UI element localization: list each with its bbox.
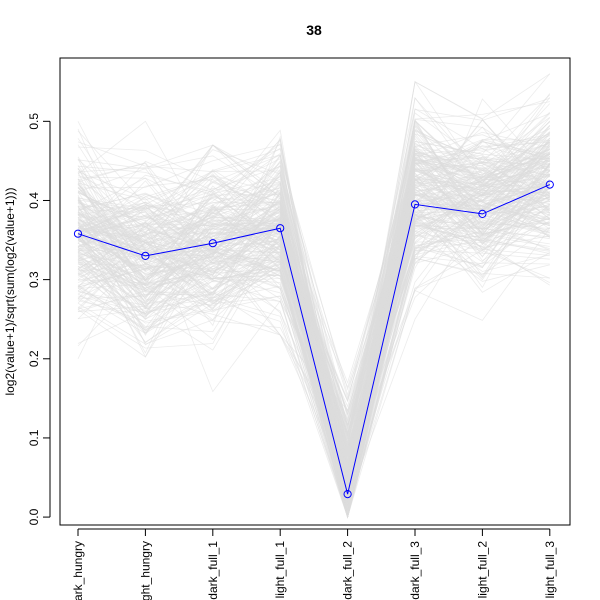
- background-line: [77, 143, 551, 458]
- background-line: [77, 113, 551, 427]
- highlight-point: [208, 239, 217, 248]
- x-tick-label: dark_full_3: [408, 541, 422, 600]
- background-line: [77, 170, 550, 454]
- x-tick-label: dark_full_2: [341, 541, 355, 600]
- background-line: [77, 93, 551, 397]
- x-tick-label: dark_hungry: [71, 541, 85, 600]
- y-tick-label: 0.4: [27, 192, 41, 209]
- background-line: [77, 214, 550, 519]
- highlight-point: [141, 251, 150, 260]
- x-tick-label: light_full_3: [543, 541, 557, 599]
- background-line: [77, 124, 551, 446]
- background-line: [77, 157, 550, 424]
- background-line: [77, 188, 550, 471]
- x-axis: dark_hungry light_hungry dark_full_1 light_…: [71, 528, 557, 600]
- background-line: [77, 119, 551, 463]
- y-tick-label: 0.1: [27, 429, 41, 446]
- background-line: [77, 177, 551, 489]
- x-tick-label: light_hungry: [138, 541, 152, 600]
- y-tick-label: 0.0: [27, 508, 41, 525]
- highlight-point: [343, 490, 352, 499]
- background-line: [77, 145, 551, 464]
- background-lines: [77, 73, 551, 519]
- x-tick-label: light_full_2: [475, 541, 489, 599]
- y-axis-label: log2(value+1)/sqrt(sum(log2(value+1))): [3, 187, 17, 395]
- y-tick-label: 0.2: [27, 350, 41, 367]
- background-line: [77, 143, 551, 463]
- background-line: [77, 188, 551, 466]
- background-line: [77, 181, 551, 481]
- highlight-point: [276, 224, 285, 233]
- background-line: [77, 129, 550, 439]
- background-line: [77, 135, 550, 450]
- highlight-series: [73, 180, 554, 499]
- chart-title: 38: [306, 22, 322, 38]
- background-line: [77, 234, 550, 508]
- background-line: [77, 132, 551, 519]
- highlight-point: [545, 180, 554, 189]
- y-tick-label: 0.5: [27, 113, 41, 130]
- highlight-point: [478, 209, 487, 218]
- y-axis: 0.0 0.1 0.2 0.3 0.4 0.5: [27, 113, 51, 525]
- background-line: [77, 192, 550, 460]
- background-line: [77, 147, 550, 427]
- background-line: [77, 152, 550, 505]
- highlight-point: [410, 200, 420, 209]
- background-line: [77, 101, 550, 442]
- highlight-point: [73, 229, 83, 238]
- y-tick-label: 0.3: [27, 271, 41, 288]
- background-line: [77, 160, 550, 434]
- x-tick-label: dark_full_1: [206, 541, 220, 600]
- background-line: [77, 141, 551, 464]
- x-tick-label: light_full_1: [273, 541, 287, 599]
- highlight-line: [77, 184, 550, 495]
- background-line: [77, 139, 551, 476]
- background-line: [77, 113, 550, 391]
- background-line: [77, 223, 550, 511]
- background-line: [77, 207, 550, 514]
- background-line: [77, 178, 550, 505]
- plot-frame: [59, 57, 571, 526]
